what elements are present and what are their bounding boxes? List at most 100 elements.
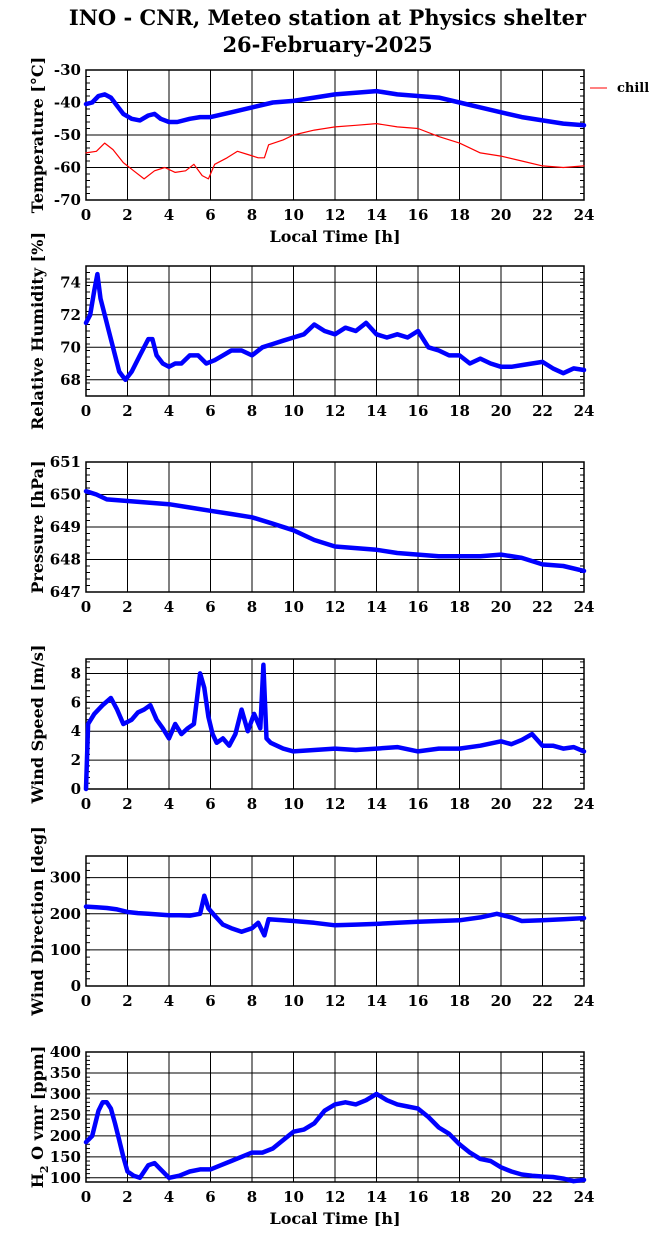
x-tick-label: 22 (532, 402, 553, 420)
x-tick-label: 18 (449, 992, 470, 1010)
plot-frame (85, 1051, 585, 1183)
y-tick-label: 200 (50, 905, 81, 923)
y-tick-label: -50 (54, 126, 81, 144)
y-axis-label: Temperature [°C] (28, 57, 47, 213)
x-tick-label: 16 (408, 598, 429, 616)
x-tick-label: 18 (449, 598, 470, 616)
plot-frame (85, 69, 585, 201)
x-tick-label: 14 (366, 402, 387, 420)
x-tick-label: 20 (491, 598, 512, 616)
y-tick-label: 650 (50, 486, 81, 504)
x-tick-label: 6 (205, 402, 215, 420)
x-tick-label: 12 (325, 402, 346, 420)
y-tick-label: 647 (50, 583, 81, 601)
y-tick-label: 72 (60, 306, 81, 324)
y-axis-label: H2 O vmr [ppm] (28, 1046, 51, 1189)
y-tick-label: -70 (54, 191, 81, 209)
y-tick-label: 68 (60, 371, 81, 389)
x-tick-label: 22 (532, 206, 553, 224)
y-tick-label: -40 (54, 94, 81, 112)
x-tick-label: 14 (366, 795, 387, 813)
legend: chill (590, 81, 649, 96)
x-tick-label: 24 (574, 598, 595, 616)
x-tick-label: 10 (283, 795, 304, 813)
data-series-line (83, 1091, 587, 1184)
x-tick-label: 20 (491, 992, 512, 1010)
panel-3: 0 2 4 6 8 10 12 14 16 18 20 22 24647648649650651Pres… (28, 453, 594, 616)
x-tick-label: 16 (408, 992, 429, 1010)
plot-frame (85, 855, 585, 987)
y-tick-label: 0 (71, 780, 81, 798)
x-tick-label: 16 (408, 402, 429, 420)
x-tick-label: 12 (325, 1188, 346, 1206)
x-tick-label: 8 (247, 206, 257, 224)
x-tick-label: 14 (366, 598, 387, 616)
x-tick-label: 4 (164, 1188, 174, 1206)
x-tick-label: 8 (247, 402, 257, 420)
y-axis-label: Relative Humidity [%] (28, 232, 47, 430)
data-series-line (83, 662, 587, 792)
x-tick-label: 18 (449, 402, 470, 420)
x-tick-label: 16 (408, 1188, 429, 1206)
x-tick-label: 6 (205, 1188, 215, 1206)
y-tick-label: 100 (50, 941, 81, 959)
x-tick-label: 2 (122, 206, 132, 224)
x-tick-label: 16 (408, 206, 429, 224)
x-tick-label: 18 (449, 206, 470, 224)
x-tick-label: 10 (283, 206, 304, 224)
data-series-line (83, 488, 587, 574)
x-tick-label: 2 (122, 1188, 132, 1206)
x-tick-label: 22 (532, 795, 553, 813)
x-tick-label: 0 (81, 598, 91, 616)
x-tick-label: 2 (122, 795, 132, 813)
y-tick-label: 649 (50, 518, 81, 536)
x-tick-label: 12 (325, 992, 346, 1010)
x-tick-label: 14 (366, 206, 387, 224)
y-tick-label: 8 (71, 664, 81, 682)
plot-frame (85, 265, 585, 397)
x-tick-label: 18 (449, 1188, 470, 1206)
x-tick-label: 10 (283, 402, 304, 420)
x-tick-label: 2 (122, 598, 132, 616)
y-tick-label: 74 (60, 273, 81, 291)
x-tick-label: 8 (247, 1188, 257, 1206)
x-tick-label: 20 (491, 402, 512, 420)
x-tick-label: 10 (283, 1188, 304, 1206)
x-tick-label: 6 (205, 992, 215, 1010)
y-tick-label: 350 (50, 1064, 81, 1082)
x-tick-label: 10 (283, 598, 304, 616)
x-tick-label: 0 (81, 992, 91, 1010)
x-tick-label: 6 (205, 206, 215, 224)
legend-chill-label: chill (617, 81, 649, 96)
y-tick-label: 200 (50, 1127, 81, 1145)
x-tick-label: 20 (491, 1188, 512, 1206)
x-tick-label: 12 (325, 206, 346, 224)
x-axis-label: Local Time [h] (269, 227, 400, 246)
x-tick-label: 0 (81, 795, 91, 813)
x-tick-label: 24 (574, 402, 595, 420)
x-tick-label: 0 (81, 402, 91, 420)
x-tick-label: 4 (164, 402, 174, 420)
x-tick-label: 24 (574, 992, 595, 1010)
y-tick-label: 648 (50, 551, 81, 569)
y-tick-label: 0 (71, 977, 81, 995)
x-axis-label: Local Time [h] (269, 1209, 400, 1228)
x-tick-label: 4 (164, 206, 174, 224)
x-tick-label: 8 (247, 992, 257, 1010)
chart-title-line-2: 26-February-2025 (222, 32, 433, 57)
y-tick-label: -30 (54, 61, 81, 79)
chart-title-line-1: INO - CNR, Meteo station at Physics shel… (68, 5, 587, 30)
x-tick-label: 16 (408, 795, 429, 813)
y-tick-label: 4 (71, 722, 81, 740)
x-tick-label: 4 (164, 795, 174, 813)
panel-6: 0 2 4 6 8 10 12 14 16 18 20 22 241001502002503003504… (28, 1043, 594, 1228)
y-axis-label: Wind Direction [deg] (28, 826, 47, 1017)
y-axis-label: Pressure [hPa] (28, 460, 47, 593)
x-tick-label: 22 (532, 1188, 553, 1206)
y-tick-label: 651 (50, 453, 81, 471)
data-series-line (83, 271, 587, 383)
y-tick-label: 300 (50, 869, 81, 887)
